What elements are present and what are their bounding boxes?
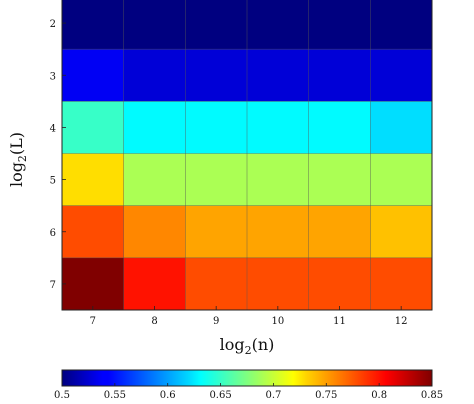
colorbar-ticks: 0.5 0.55 0.6 0.65 0.7 0.75 0.8 0.85 [54,383,443,401]
x-axis-label-sub: 2 [245,344,252,357]
heatmap-cell [62,153,125,207]
heatmap-cell [370,49,433,102]
heatmap-cell [185,101,248,154]
y-tick-label: 7 [50,280,56,291]
heatmap-cell [370,205,433,259]
heatmap-cell [62,205,125,259]
heatmap-cell [62,257,125,311]
heatmap-cell [123,153,186,207]
colorbar-tick-label: 0.5 [54,390,70,401]
heatmap-cell [185,205,248,259]
heatmap-cell [62,49,125,102]
y-axis-label-arg: (L) [7,132,26,155]
colorbar [61,369,433,387]
heatmap-cell [62,101,125,154]
y-tick-label: 4 [50,123,56,134]
heatmap-cell [247,153,310,207]
heatmap-cell [370,153,433,207]
heatmap-gridlines [62,0,432,310]
colorbar-tick-label: 0.7 [265,390,281,401]
heatmap-cell [62,0,125,50]
x-tick-label: 12 [395,316,408,327]
heatmap-cell [308,257,371,311]
heatmap-cell [123,205,186,259]
colorbar-tick-label: 0.65 [209,390,231,401]
y-tick-label: 6 [50,228,56,239]
y-axis-label: log2(L) [7,132,29,187]
x-tick-label: 8 [151,316,157,327]
colorbar-tick-label: 0.55 [104,390,126,401]
heatmap-cell [370,0,433,50]
x-tick-label: 11 [333,316,346,327]
x-tick-label: 10 [271,316,284,327]
x-tick-label: 9 [213,316,219,327]
x-axis-label-base: log [220,335,245,354]
colorbar-tick-label: 0.85 [421,390,443,401]
heatmap-cell [123,49,186,102]
heatmap-cell [123,257,186,311]
heatmap-cell [247,101,310,154]
heatmap-cell [308,205,371,259]
heatmap-cell [308,0,371,50]
heatmap-cell [308,153,371,207]
x-axis-label-arg: (n) [252,335,275,354]
x-axis-label: log2(n) [220,335,275,357]
plot-frame [61,0,433,311]
y-axis-label-sub: 2 [16,155,29,162]
colorbar-tick-label: 0.75 [315,390,337,401]
colorbar-tick-label: 0.8 [371,390,387,401]
heatmap-cell [308,49,371,102]
heatmap-cell [370,101,433,154]
heatmap-cell [247,205,310,259]
y-tick-label: 2 [50,19,56,30]
heatmap-cell [123,101,186,154]
y-tick-label: 3 [50,71,56,82]
y-tick-label: 5 [50,176,56,187]
heatmap-cell [185,49,248,102]
heatmap-cells [62,0,433,311]
colorbar-tick-label: 0.6 [160,390,176,401]
y-axis-ticks: 2 3 4 5 6 7 [50,19,66,291]
heatmap-cell [185,0,248,50]
heatmap-cell [247,49,310,102]
heatmap-cell [370,257,433,311]
heatmap-cell [185,153,248,207]
heatmap-cell [123,0,186,50]
x-axis-ticks: 7 8 9 10 11 12 [90,306,408,327]
heatmap-cell [247,257,310,311]
y-axis-label-base: log [7,162,26,187]
heatmap-cell [185,257,248,311]
x-tick-label: 7 [90,316,96,327]
heatmap-cell [308,101,371,154]
heatmap-cell [247,0,310,50]
